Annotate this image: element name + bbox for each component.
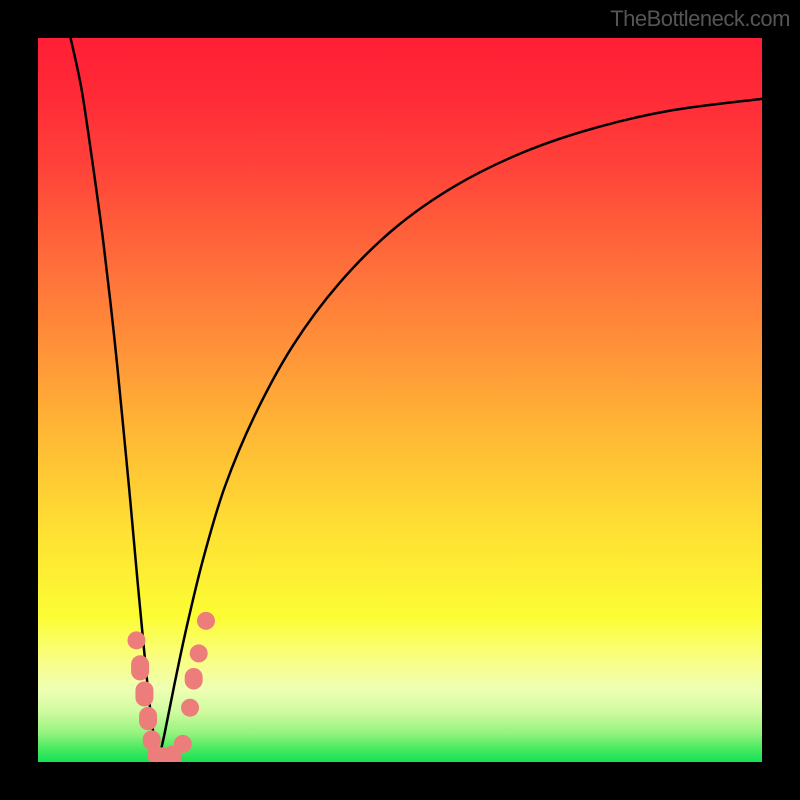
curve-right-branch bbox=[158, 99, 762, 762]
chart-curves bbox=[38, 38, 762, 762]
chart-marker bbox=[181, 699, 199, 717]
chart-marker bbox=[135, 681, 153, 706]
chart-marker bbox=[190, 644, 208, 662]
chart-marker bbox=[197, 612, 215, 630]
chart-plot-area bbox=[38, 38, 762, 762]
chart-marker bbox=[127, 631, 145, 649]
chart-marker bbox=[131, 655, 149, 680]
chart-marker bbox=[139, 707, 157, 730]
curve-left-branch bbox=[71, 38, 159, 762]
chart-markers bbox=[127, 612, 215, 762]
chart-marker bbox=[174, 735, 192, 753]
watermark-label: TheBottleneck.com bbox=[610, 6, 790, 32]
chart-marker bbox=[185, 668, 203, 690]
